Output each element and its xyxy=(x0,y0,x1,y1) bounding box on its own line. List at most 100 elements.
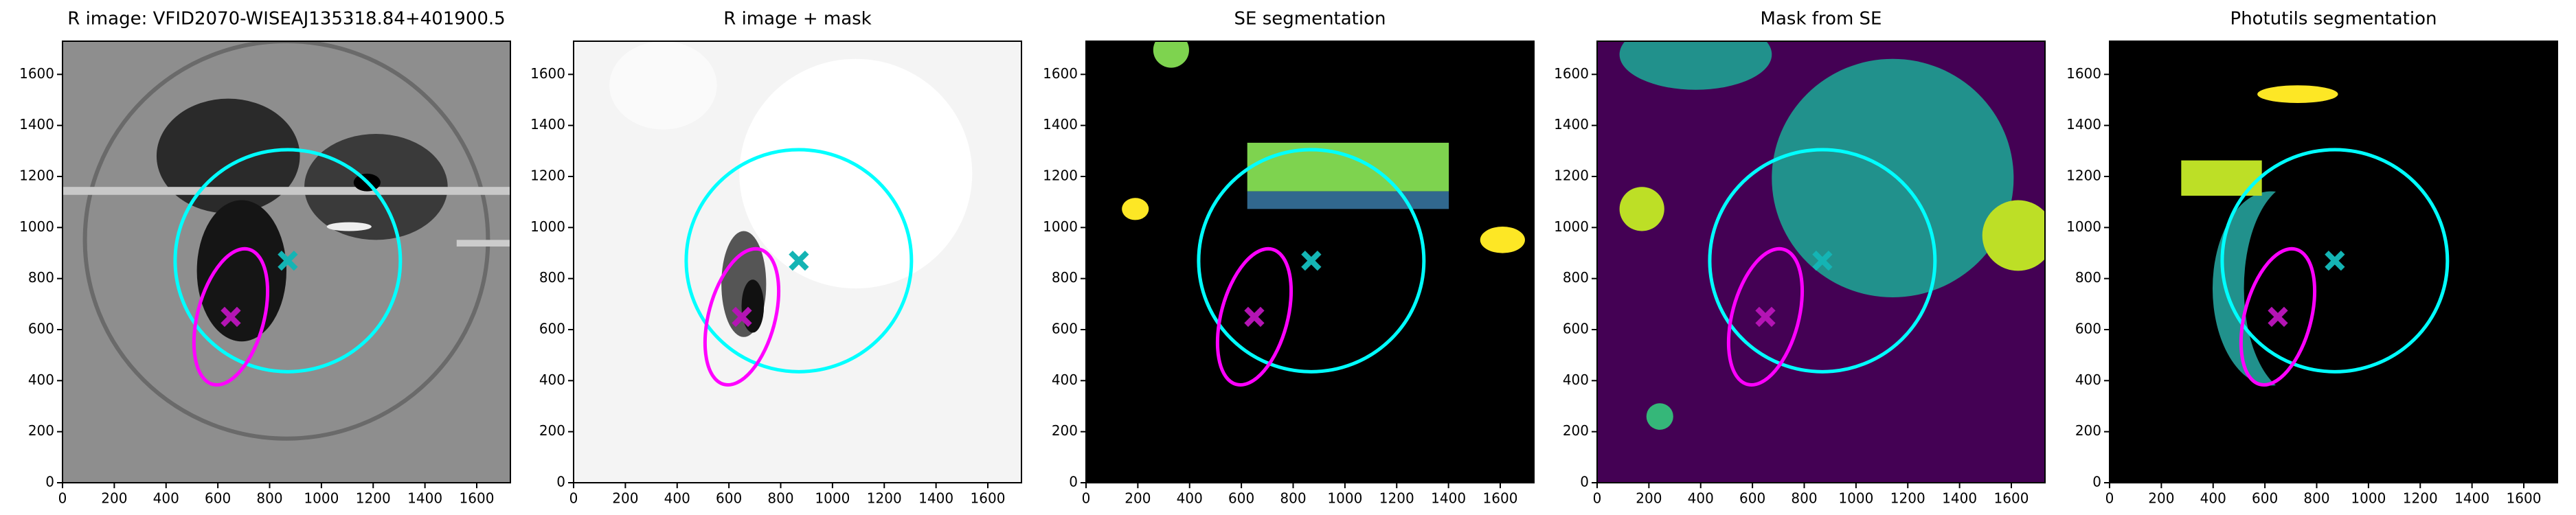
x-tick-label: 800 xyxy=(767,490,793,507)
image-feature xyxy=(1247,191,1449,209)
x-tick-label: 400 xyxy=(664,490,690,507)
image-feature xyxy=(1480,227,1525,253)
image-feature xyxy=(156,98,300,214)
y-tick-label: 1200 xyxy=(2066,167,2101,183)
x-tick-label: 1000 xyxy=(1327,490,1362,507)
x-tick-label: 400 xyxy=(2200,490,2226,507)
x-tick-label: 800 xyxy=(1791,490,1817,507)
y-tick-label: 1000 xyxy=(1043,218,1078,235)
y-tick-label: 600 xyxy=(2075,320,2101,336)
image-feature xyxy=(2244,182,2352,395)
x-tick-label: 200 xyxy=(1125,490,1151,507)
x-tick-label: 0 xyxy=(1082,490,1091,507)
x-tick-label: 1400 xyxy=(1942,490,1977,507)
y-tick-label: 800 xyxy=(539,269,565,286)
panel-title: SE segmentation xyxy=(1234,9,1386,30)
y-tick-label: 1200 xyxy=(530,167,565,183)
y-tick-label: 1200 xyxy=(1554,167,1589,183)
x-tick-label: 200 xyxy=(2148,490,2174,507)
image-feature xyxy=(1619,187,1664,231)
image-feature xyxy=(1153,41,1189,68)
y-tick-label: 0 xyxy=(1580,474,1589,490)
y-tick-label: 800 xyxy=(1052,269,1078,286)
x-tick-label: 600 xyxy=(2252,490,2278,507)
center-marker xyxy=(732,306,752,328)
aperture-ellipse xyxy=(192,247,270,387)
aperture-circle xyxy=(173,148,403,374)
center-marker xyxy=(1755,306,1776,328)
x-tick-label: 1000 xyxy=(2351,490,2386,507)
y-tick-label: 200 xyxy=(28,422,54,439)
y-tick-label: 1400 xyxy=(530,116,565,133)
image-feature xyxy=(1247,142,1449,192)
aperture-ellipse xyxy=(2239,247,2317,387)
center-marker xyxy=(1301,250,1322,271)
y-tick-label: 600 xyxy=(539,320,565,336)
center-marker xyxy=(221,306,241,328)
x-tick-label: 1000 xyxy=(304,490,339,507)
x-tick-label: 1200 xyxy=(1890,490,1925,507)
x-tick-label: 1600 xyxy=(971,490,1006,507)
x-tick-label: 800 xyxy=(2303,490,2329,507)
y-tick-label: 800 xyxy=(1563,269,1589,286)
center-marker xyxy=(2325,250,2345,271)
image-feature xyxy=(1772,58,2014,297)
x-tick-label: 600 xyxy=(1739,490,1765,507)
panel: R image: VFID2070-WISEAJ135318.84+401900… xyxy=(19,9,511,507)
y-tick-label: 600 xyxy=(1563,320,1589,336)
image-feature xyxy=(196,200,286,342)
image xyxy=(63,41,510,483)
image-feature xyxy=(1122,198,1149,220)
image-feature xyxy=(741,279,765,333)
y-tick-label: 1000 xyxy=(19,218,54,235)
x-tick-label: 1200 xyxy=(867,490,902,507)
image-feature xyxy=(63,187,510,195)
y-tick-label: 0 xyxy=(1069,474,1078,490)
y-tick-label: 0 xyxy=(45,474,54,490)
panel: R image + mask 0 200 400 600 800 1000 1200 1400 1… xyxy=(530,9,1022,507)
x-tick-label: 0 xyxy=(569,490,578,507)
aperture-circle xyxy=(1708,148,1937,374)
panel-title: R image + mask xyxy=(723,9,872,30)
aperture-ellipse xyxy=(703,247,781,387)
axes-frame xyxy=(2109,41,2558,483)
panel: Photutils segmentation 0 200 400 600 800 1000 1… xyxy=(2066,9,2558,507)
panel-title: R image: VFID2070-WISEAJ135318.84+401900… xyxy=(67,9,505,30)
center-marker xyxy=(789,250,809,271)
x-tick-label: 1000 xyxy=(1838,490,1873,507)
axes-frame xyxy=(1596,41,2046,483)
y-tick-label: 0 xyxy=(2092,474,2101,490)
x-tick-label: 1000 xyxy=(815,490,850,507)
axes-frame xyxy=(62,41,511,483)
center-marker xyxy=(278,250,298,271)
image-feature xyxy=(456,240,510,247)
x-tick-label: 400 xyxy=(153,490,179,507)
x-tick-label: 200 xyxy=(101,490,127,507)
y-tick-label: 1200 xyxy=(19,167,54,183)
y-tick-label: 1600 xyxy=(1554,65,1589,82)
image-feature xyxy=(1982,200,2045,271)
y-tick-label: 400 xyxy=(2075,371,2101,388)
y-tick-label: 1000 xyxy=(2066,218,2101,235)
x-tick-label: 1200 xyxy=(1379,490,1414,507)
x-tick-label: 0 xyxy=(1593,490,1602,507)
x-tick-label: 200 xyxy=(612,490,638,507)
aperture-ellipse xyxy=(1215,247,1293,387)
x-tick-label: 400 xyxy=(1688,490,1714,507)
x-tick-label: 1400 xyxy=(2454,490,2489,507)
y-tick-label: 400 xyxy=(1563,371,1589,388)
x-tick-label: 1200 xyxy=(356,490,391,507)
y-tick-label: 1600 xyxy=(530,65,565,82)
y-tick-label: 1400 xyxy=(1554,116,1589,133)
y-tick-label: 1600 xyxy=(19,65,54,82)
panel: SE segmentation 0 200 400 600 800 1000 1200 1400… xyxy=(1043,9,1535,507)
x-tick-label: 0 xyxy=(2105,490,2114,507)
image-feature xyxy=(609,41,717,130)
aperture-circle xyxy=(684,148,914,374)
x-tick-label: 600 xyxy=(205,490,231,507)
x-tick-label: 1600 xyxy=(1994,490,2029,507)
y-tick-label: 400 xyxy=(1052,371,1078,388)
panel: Mask from SE 0 200 400 600 800 1000 1200 1400 160… xyxy=(1554,9,2046,507)
y-tick-label: 800 xyxy=(2075,269,2101,286)
x-tick-label: 1400 xyxy=(1431,490,1466,507)
